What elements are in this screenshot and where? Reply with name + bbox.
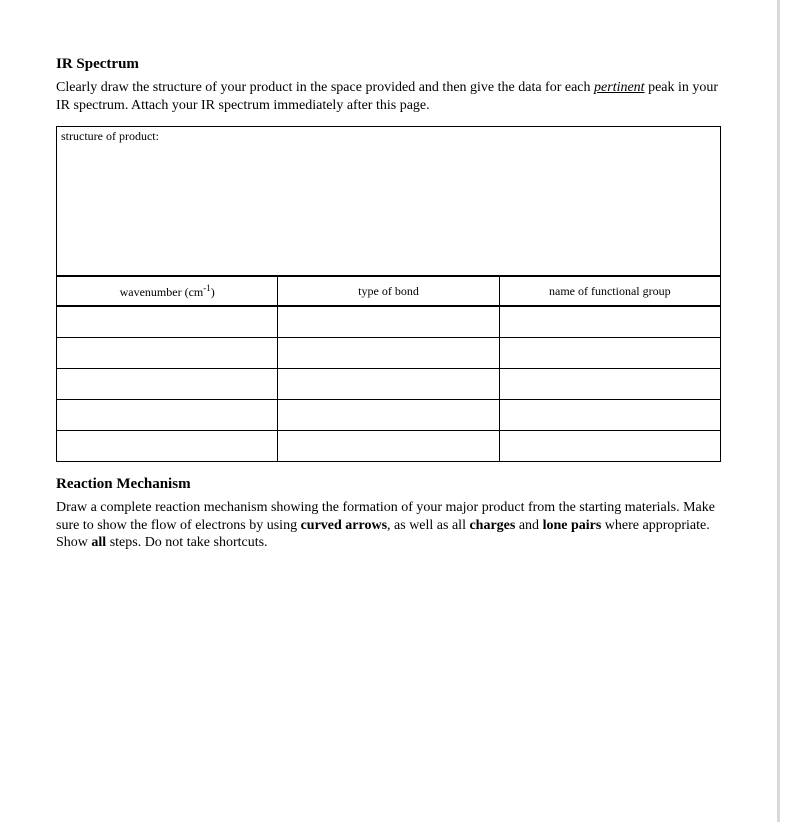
ir-section-title: IR Spectrum — [56, 56, 721, 73]
table-row — [57, 400, 721, 431]
table-cell — [499, 306, 720, 338]
mech-section-title: Reaction Mechanism — [56, 476, 721, 493]
ir-table-body — [57, 306, 721, 462]
wavenumber-sup: -1 — [203, 283, 211, 293]
table-cell — [57, 369, 278, 400]
col-header-bondtype: type of bond — [278, 277, 499, 307]
mech-b3: lone pairs — [543, 518, 602, 533]
mech-instructions: Draw a complete reaction mechanism showi… — [56, 499, 721, 552]
structure-box: structure of product: — [56, 126, 721, 276]
table-cell — [499, 431, 720, 462]
structure-label: structure of product: — [61, 129, 159, 143]
table-cell — [278, 306, 499, 338]
ir-instructions: Clearly draw the structure of your produ… — [56, 79, 721, 114]
wavenumber-post: ) — [211, 285, 215, 299]
table-cell — [57, 306, 278, 338]
table-row — [57, 338, 721, 369]
table-cell — [278, 431, 499, 462]
table-cell — [57, 400, 278, 431]
table-cell — [57, 431, 278, 462]
table-row — [57, 369, 721, 400]
col-header-funcgroup: name of functional group — [499, 277, 720, 307]
table-cell — [499, 338, 720, 369]
table-row — [57, 431, 721, 462]
table-cell — [278, 369, 499, 400]
table-cell — [499, 400, 720, 431]
table-cell — [499, 369, 720, 400]
table-cell — [278, 400, 499, 431]
mech-b1: curved arrows — [301, 518, 387, 533]
col-header-wavenumber: wavenumber (cm-1) — [57, 277, 278, 307]
mech-p3: and — [515, 518, 542, 533]
mech-p5: steps. Do not take shortcuts. — [106, 535, 267, 550]
document-page: IR Spectrum Clearly draw the structure o… — [0, 0, 780, 822]
mech-b2: charges — [469, 518, 515, 533]
mech-p2: , as well as all — [387, 518, 469, 533]
ir-instructions-pre: Clearly draw the structure of your produ… — [56, 80, 594, 95]
ir-data-table: wavenumber (cm-1) type of bond name of f… — [56, 276, 721, 462]
table-row — [57, 306, 721, 338]
table-cell — [278, 338, 499, 369]
wavenumber-pre: wavenumber (cm — [120, 285, 204, 299]
table-cell — [57, 338, 278, 369]
ir-instructions-emph: pertinent — [594, 80, 645, 95]
table-header-row: wavenumber (cm-1) type of bond name of f… — [57, 277, 721, 307]
mech-b4: all — [91, 535, 106, 550]
